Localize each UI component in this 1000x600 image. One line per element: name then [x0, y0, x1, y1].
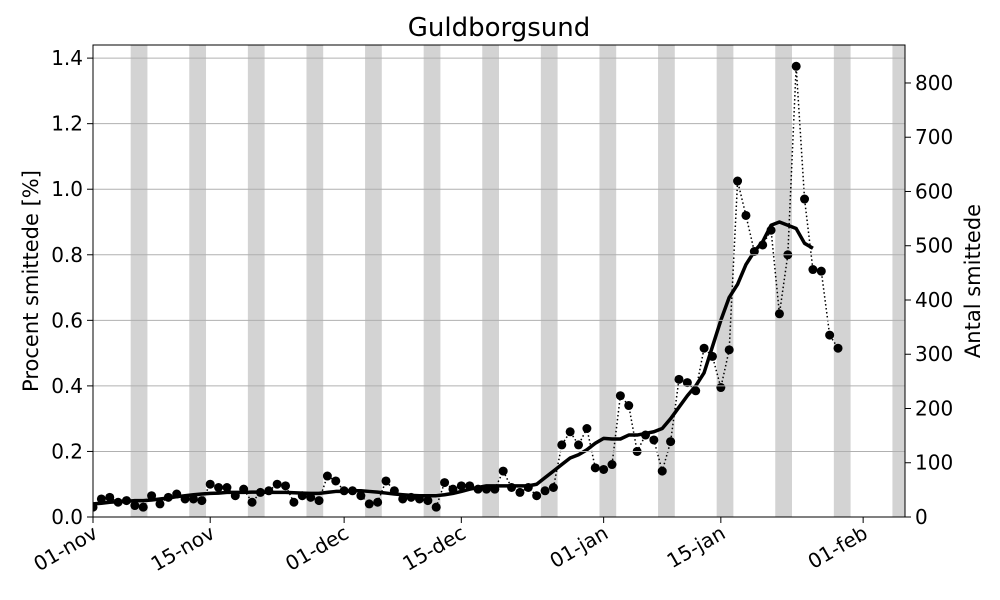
weekend-band: [599, 45, 617, 517]
data-point: [599, 464, 609, 474]
data-point: [105, 492, 115, 502]
data-point: [791, 61, 801, 71]
y-tick-label: 1.4: [51, 46, 83, 70]
weekend-band: [423, 45, 441, 517]
rolling-line: [93, 220, 814, 506]
data-point: [548, 483, 558, 492]
data-point: [682, 378, 692, 388]
plot-frame: [92, 44, 906, 518]
data-point: [825, 330, 835, 340]
chart-title: Guldborgsund: [408, 13, 591, 43]
data-point: [364, 499, 374, 509]
weekend-band: [833, 45, 851, 517]
data-point: [197, 496, 207, 506]
data-point: [498, 466, 508, 476]
weekend-band: [306, 45, 324, 517]
data-point: [666, 437, 676, 447]
weekend-band: [482, 45, 499, 517]
data-point: [565, 427, 575, 437]
data-point: [214, 483, 224, 492]
y2-tick-label: 700: [915, 125, 953, 149]
data-point: [281, 481, 291, 491]
data-point: [289, 497, 299, 507]
data-point: [205, 479, 215, 489]
data-point: [557, 440, 567, 450]
data-point: [155, 499, 165, 509]
weekend-band: [189, 45, 207, 517]
data-point: [272, 479, 282, 489]
data-point: [574, 440, 584, 450]
y2-tick-label: 600: [915, 179, 953, 203]
data-point: [423, 496, 433, 506]
data-point: [833, 343, 843, 353]
data-point: [716, 383, 726, 393]
weekend-band: [775, 45, 792, 517]
y-tick-label: 1.2: [51, 112, 83, 136]
data-point: [373, 497, 383, 507]
data-point: [808, 265, 818, 275]
y-tick-label: 0.6: [51, 308, 83, 332]
data-point: [816, 266, 826, 276]
data-point: [657, 466, 667, 476]
data-point: [649, 435, 659, 445]
data-point: [774, 309, 784, 319]
weekend-band: [365, 45, 382, 517]
data-point: [331, 476, 341, 486]
x-tick-label: 15-jan: [663, 521, 730, 573]
data-point: [624, 401, 634, 411]
weekend-band: [716, 45, 734, 517]
x-tick-label: 15-dec: [398, 521, 469, 576]
x-tick-label: 15-nov: [147, 520, 219, 576]
data-point: [590, 463, 600, 473]
data-point: [532, 491, 542, 501]
data-point: [724, 345, 734, 355]
data-point: [741, 210, 751, 220]
data-point: [674, 374, 684, 384]
y2-tick-label: 100: [915, 451, 953, 475]
y2-tick-label: 400: [915, 288, 953, 312]
y-tick-label: 0.8: [51, 243, 83, 267]
data-point: [699, 343, 709, 353]
data-point: [247, 497, 257, 507]
y-tick-label: 1.0: [51, 177, 83, 201]
data-point: [582, 424, 592, 433]
data-point: [607, 460, 617, 470]
data-point: [540, 486, 550, 496]
x-tick-label: 01-dec: [281, 521, 352, 576]
data-point: [356, 491, 366, 501]
data-point: [440, 478, 450, 488]
y2-tick-label: 200: [915, 396, 953, 420]
data-point: [733, 176, 743, 186]
y2-tick-label: 0: [915, 505, 928, 529]
y2-axis-label: Antal smittede: [961, 204, 985, 358]
x-tick-label: 01-jan: [545, 521, 612, 573]
weekend-band: [658, 45, 675, 517]
weekend-band: [130, 45, 148, 517]
y-tick-label: 0.4: [51, 374, 83, 398]
y2-tick-label: 800: [915, 71, 953, 95]
weekend-band: [892, 45, 905, 517]
data-point: [381, 476, 391, 486]
data-point: [456, 481, 466, 491]
y2-tick-label: 500: [915, 234, 953, 258]
data-point: [322, 471, 332, 481]
data-point: [222, 483, 232, 492]
data-point: [615, 391, 625, 401]
data-point: [431, 502, 441, 512]
data-point: [515, 487, 525, 497]
y2-tick-label: 300: [915, 342, 953, 366]
weekend-band: [540, 45, 558, 517]
data-point: [398, 494, 408, 504]
weekend-band: [247, 45, 265, 517]
x-tick-label: 01-feb: [804, 521, 872, 574]
y-tick-label: 0.0: [51, 505, 83, 529]
data-point: [138, 502, 148, 512]
data-point: [314, 496, 324, 506]
data-point: [130, 501, 140, 511]
y-axis-label: Procent smittede [%]: [19, 170, 43, 392]
y-tick-label: 0.2: [51, 439, 83, 463]
data-point: [800, 194, 810, 204]
plot-area: [93, 45, 905, 517]
